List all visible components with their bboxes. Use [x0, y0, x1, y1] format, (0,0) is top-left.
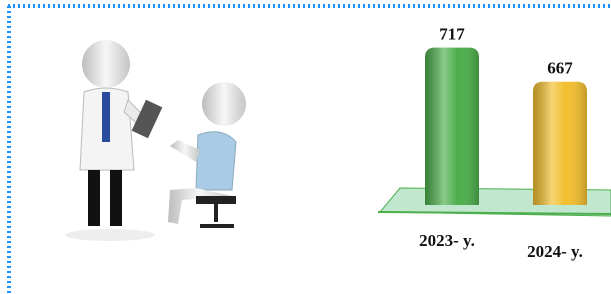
- value-label: 717: [439, 25, 465, 44]
- doctor-illustration: [65, 40, 162, 241]
- x-tick-label: 2023- y.: [419, 231, 475, 250]
- x-tick-label: 2024- y.: [527, 242, 583, 261]
- value-label: 667: [547, 59, 573, 78]
- bar-shine: [425, 48, 479, 205]
- patient-illustration: [168, 82, 246, 226]
- bar-shine: [533, 82, 587, 205]
- slide: 717 2023- y. 667 2024- y.: [0, 0, 611, 294]
